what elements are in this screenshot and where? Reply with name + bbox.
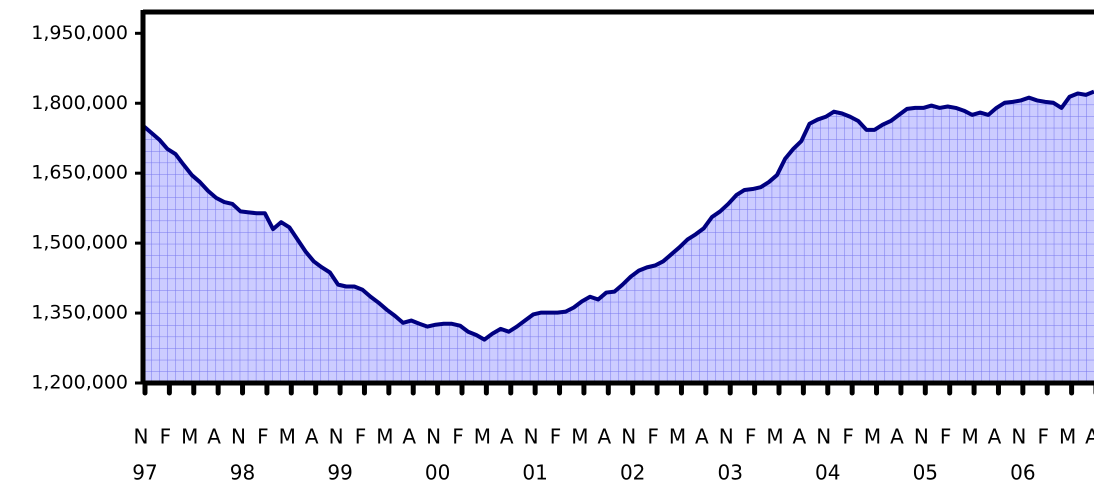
x-tick-label: M bbox=[961, 425, 978, 449]
x-tick-label: A bbox=[988, 425, 1002, 449]
x-tick-label: F bbox=[160, 425, 172, 449]
x-tick-label: F bbox=[647, 425, 659, 449]
y-tick-label: 1,950,000 bbox=[31, 22, 128, 44]
y-tick-label: 1,200,000 bbox=[31, 372, 128, 394]
x-tick-label: M bbox=[571, 425, 588, 449]
x-tick-label: F bbox=[745, 425, 757, 449]
x-tick-label: A bbox=[1085, 425, 1094, 449]
x-tick-label: F bbox=[940, 425, 952, 449]
x-tick-label: N bbox=[524, 425, 539, 449]
x-tick-label: M bbox=[474, 425, 491, 449]
x-tick-label: F bbox=[842, 425, 854, 449]
x-group-label: 01 bbox=[522, 461, 547, 485]
x-tick-label: A bbox=[305, 425, 319, 449]
x-tick-label: M bbox=[864, 425, 881, 449]
x-group-label: 98 bbox=[230, 461, 255, 485]
x-tick-label: N bbox=[914, 425, 929, 449]
x-tick-label: A bbox=[207, 425, 221, 449]
area bbox=[143, 91, 1094, 383]
x-group-label: 03 bbox=[718, 461, 743, 485]
x-tick-label: M bbox=[766, 425, 783, 449]
x-tick-label: M bbox=[279, 425, 296, 449]
x-tick-label: A bbox=[695, 425, 709, 449]
x-tick-label: A bbox=[597, 425, 611, 449]
x-tick-label: N bbox=[621, 425, 636, 449]
x-tick-label: F bbox=[355, 425, 367, 449]
x-tick-label: N bbox=[426, 425, 441, 449]
line bbox=[141, 89, 1094, 342]
x-tick-label: A bbox=[402, 425, 416, 449]
x-tick-label: N bbox=[134, 425, 149, 449]
x-group-label: 04 bbox=[815, 461, 840, 485]
x-tick-label: F bbox=[1037, 425, 1049, 449]
x-tick-label: N bbox=[719, 425, 734, 449]
x-tick-label: F bbox=[452, 425, 464, 449]
x-group-label: 00 bbox=[425, 461, 450, 485]
x-group-label: 99 bbox=[327, 461, 352, 485]
x-tick-label: A bbox=[500, 425, 514, 449]
x-tick-label: N bbox=[816, 425, 831, 449]
x-tick-label: N bbox=[1011, 425, 1026, 449]
x-group-label: 06 bbox=[1010, 461, 1035, 485]
y-tick-label: 1,650,000 bbox=[31, 162, 128, 184]
x-tick-label: N bbox=[329, 425, 344, 449]
x-tick-label: N bbox=[231, 425, 246, 449]
y-tick-label: 1,500,000 bbox=[31, 232, 128, 254]
x-group-label: 02 bbox=[620, 461, 645, 485]
x-group-label: 97 bbox=[132, 461, 157, 485]
x-tick-label: F bbox=[550, 425, 562, 449]
x-tick-label: M bbox=[1059, 425, 1076, 449]
x-tick-label: F bbox=[257, 425, 269, 449]
x-tick-label: A bbox=[793, 425, 807, 449]
y-tick-label: 1,350,000 bbox=[31, 302, 128, 324]
x-group-label: 05 bbox=[913, 461, 938, 485]
y-tick-label: 1,800,000 bbox=[31, 92, 128, 114]
x-tick-label: M bbox=[669, 425, 686, 449]
x-tick-label: A bbox=[890, 425, 904, 449]
x-tick-label: M bbox=[376, 425, 393, 449]
x-tick-label: M bbox=[181, 425, 198, 449]
